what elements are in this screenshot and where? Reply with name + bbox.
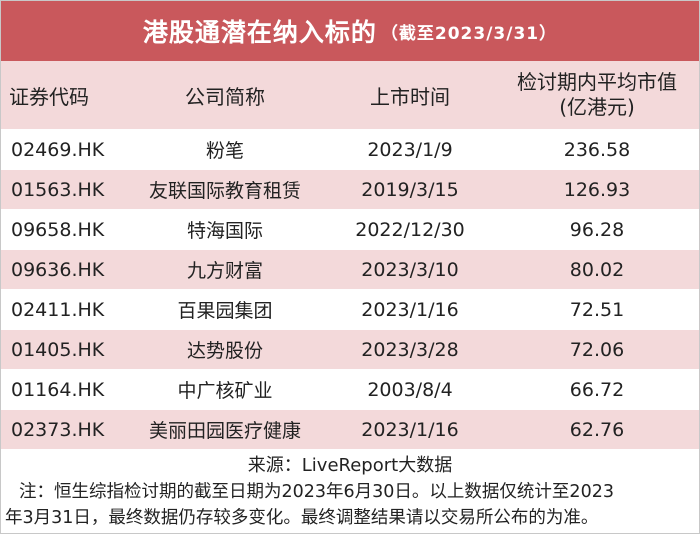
header-cap-label: 检讨期内平均市值	[517, 70, 677, 94]
header-cap-unit: (亿港元)	[559, 95, 635, 119]
footnote: 注：恒生综指检讨期的截至日期为2023年6月30日。以上数据仅统计至2023 年…	[1, 479, 699, 531]
cell-date: 2003/8/4	[367, 378, 453, 401]
cell-name: 特海国际	[186, 220, 263, 242]
cell-date: 2023/1/16	[361, 418, 459, 441]
footnote-line-2: 年3月31日，最终数据仍存较多变化。最终调整结果请以交易所公布的为准。	[5, 508, 599, 528]
header-code: 证券代码	[9, 84, 89, 109]
cell-name: 达势股份	[186, 340, 263, 362]
cell-date: 2022/12/30	[355, 218, 465, 241]
cell-date: 2023/3/10	[361, 258, 459, 281]
cell-cap: 66.72	[569, 378, 625, 401]
cell-name: 美丽田园医疗健康	[148, 420, 301, 442]
cell-name: 九方财富	[186, 260, 263, 282]
cell-date: 2023/1/16	[361, 298, 459, 321]
cell-date: 2023/3/28	[361, 338, 459, 361]
cell-date: 2023/1/9	[367, 138, 453, 161]
table-row: 09636.HK 九方财富 2023/3/10 80.02	[1, 249, 699, 289]
cell-code: 01164.HK	[11, 378, 105, 401]
cell-code: 09636.HK	[11, 258, 105, 281]
cell-code: 01405.HK	[11, 338, 105, 361]
table-row: 02373.HK 美丽田园医疗健康 2023/1/16 62.76	[1, 409, 699, 449]
cell-name: 百果园集团	[177, 300, 273, 322]
cell-cap: 96.28	[569, 218, 625, 241]
table-body: 02469.HK 粉笔 2023/1/9 236.58 01563.HK 友联国际教育租赁…	[1, 129, 699, 449]
cell-cap: 236.58	[563, 138, 631, 161]
cell-name: 中广核矿业	[177, 380, 273, 402]
table-row: 01164.HK 中广核矿业 2003/8/4 66.72	[1, 369, 699, 409]
table-header: 证券代码 公司简称 上市时间 检讨期内平均市值 (亿港元)	[1, 61, 699, 129]
cell-name: 友联国际教育租赁	[148, 180, 301, 202]
header-cap: 检讨期内平均市值 (亿港元)	[495, 61, 699, 129]
table-row: 02469.HK 粉笔 2023/1/9 236.58	[1, 129, 699, 169]
cell-code: 09658.HK	[11, 218, 105, 241]
cell-cap: 72.06	[569, 338, 625, 361]
cell-code: 01563.HK	[11, 178, 105, 201]
cell-code: 02373.HK	[11, 418, 105, 441]
title-date: （截至2023/3/31）	[380, 23, 558, 44]
footnote-line-1: 注：恒生综指检讨期的截至日期为2023年6月30日。以上数据仅统计至2023	[19, 482, 614, 502]
cell-name: 粉笔	[205, 140, 244, 162]
header-date: 上市时间	[370, 84, 450, 109]
cell-cap: 62.76	[569, 418, 625, 441]
table-row: 09658.HK 特海国际 2022/12/30 96.28	[1, 209, 699, 249]
table-row: 02411.HK 百果园集团 2023/1/16 72.51	[1, 289, 699, 329]
header-name: 公司简称	[185, 84, 265, 109]
cell-cap: 80.02	[569, 258, 625, 281]
cell-code: 02469.HK	[11, 138, 105, 161]
source-line: 来源：LiveReport大数据	[247, 455, 453, 476]
table-title: 港股通潜在纳入标的 （截至2023/3/31）	[1, 1, 699, 61]
cell-date: 2019/3/15	[361, 178, 459, 201]
table-row: 01563.HK 友联国际教育租赁 2019/3/15 126.93	[1, 169, 699, 209]
cell-cap: 126.93	[563, 178, 631, 201]
cell-code: 02411.HK	[11, 298, 105, 321]
cell-cap: 72.51	[569, 298, 625, 321]
table-row: 01405.HK 达势股份 2023/3/28 72.06	[1, 329, 699, 369]
title-main: 港股通潜在纳入标的	[142, 18, 377, 47]
